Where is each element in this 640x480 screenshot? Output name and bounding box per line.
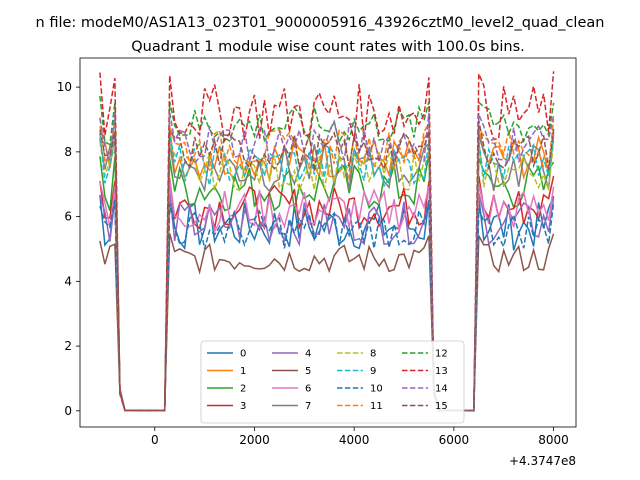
x-axis: 0 2000 4000 6000 8000 <box>151 427 569 447</box>
x-tick-label: 0 <box>151 433 159 447</box>
legend-label: 13 <box>435 366 448 377</box>
legend-label: 15 <box>435 401 448 412</box>
legend-label: 8 <box>370 349 376 360</box>
legend-label: 4 <box>305 349 311 360</box>
legend-label: 5 <box>305 366 311 377</box>
figure-suptitle: n file: modeM0/AS1A13_023T01_9000005916_… <box>36 15 605 31</box>
chart-title: Quadrant 1 module wise count rates with … <box>131 39 525 55</box>
y-tick-label: 2 <box>64 339 72 353</box>
series-line-15 <box>99 120 555 412</box>
plot-area <box>99 71 555 412</box>
axes-frame <box>79 57 577 428</box>
y-tick-label: 10 <box>57 80 72 94</box>
legend-label: 2 <box>240 384 246 395</box>
y-tick-label: 8 <box>64 145 72 159</box>
series-line-10 <box>99 200 555 412</box>
legend-label: 14 <box>435 384 448 395</box>
series-line-5 <box>99 233 555 412</box>
legend-label: 11 <box>370 401 383 412</box>
x-tick-label: 6000 <box>439 433 470 447</box>
legend-label: 3 <box>240 401 246 412</box>
x-tick-label: 2000 <box>239 433 270 447</box>
y-tick-label: 6 <box>64 210 72 224</box>
legend-label: 10 <box>370 384 383 395</box>
legend-label: 7 <box>305 401 311 412</box>
legend-label: 9 <box>370 366 376 377</box>
legend-label: 1 <box>240 366 246 377</box>
y-axis: 0 2 4 6 8 10 <box>57 80 80 418</box>
y-tick-label: 4 <box>64 274 72 288</box>
legend-label: 12 <box>435 349 448 360</box>
x-axis-offset-label: +4.3747e8 <box>509 454 576 468</box>
x-tick-label: 4000 <box>339 433 370 447</box>
legend-label: 6 <box>305 384 311 395</box>
x-tick-label: 8000 <box>538 433 569 447</box>
series-line-14 <box>99 112 555 412</box>
legend-box <box>200 340 465 424</box>
y-tick-label: 0 <box>64 404 72 418</box>
legend-label: 0 <box>240 349 246 360</box>
